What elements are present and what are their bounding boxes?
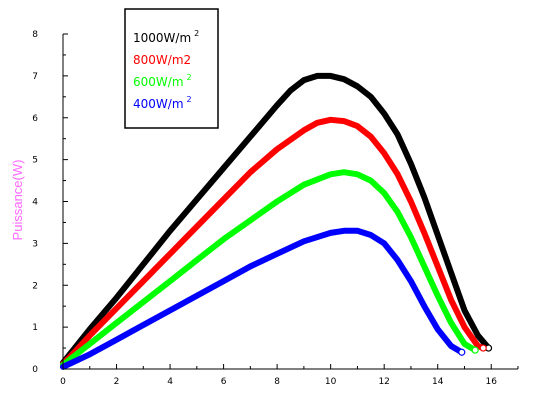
x-tick-label: 10 (325, 377, 337, 387)
legend-entry-label: 600W/m (133, 75, 184, 89)
legend-box (124, 8, 219, 129)
series-end-point-3 (471, 346, 479, 354)
x-tick-label: 8 (274, 377, 280, 387)
y-tick-label: 3 (32, 239, 38, 249)
series-layer (60, 72, 493, 370)
series-line-3 (60, 169, 479, 368)
x-tick-label: 12 (378, 377, 389, 387)
series-line-4 (60, 227, 465, 370)
x-tick-label: 4 (167, 377, 173, 387)
y-tick-label: 5 (32, 156, 38, 166)
legend-entry-label: 800W/m2 (133, 53, 191, 67)
x-tick-label: 16 (486, 377, 498, 387)
y-tick-label: 2 (32, 281, 38, 291)
series-line-2 (60, 116, 487, 367)
y-tick-label: 6 (32, 114, 38, 124)
legend-entry-superscript: 2 (187, 73, 192, 82)
series-line-1 (60, 72, 492, 366)
y-tick-label: 7 (32, 72, 38, 82)
y-axis-label: Puissance(W) (10, 160, 25, 241)
x-tick-label: 2 (114, 377, 120, 387)
y-tick-label: 4 (32, 198, 38, 208)
series-end-point-2 (479, 344, 487, 352)
legend-entry-label: 400W/m (133, 97, 184, 111)
legend-entry-superscript: 2 (194, 29, 199, 38)
legend-entry-label: 1000W/m (133, 31, 191, 45)
y-tick-label: 0 (32, 365, 38, 375)
legend-entry-2: 800W/m2 (133, 53, 191, 67)
x-tick-label: 14 (432, 377, 444, 387)
legend-entry-superscript: 2 (187, 95, 192, 104)
y-tick-label: 8 (32, 30, 38, 40)
legend-entry-3: 600W/m 2 (133, 73, 192, 89)
y-tick-label: 1 (32, 323, 38, 333)
legend-entry-1: 1000W/m 2 (133, 29, 199, 45)
series-end-point-4 (458, 348, 466, 356)
x-tick-label: 0 (60, 377, 66, 387)
legend-entry-4: 400W/m 2 (133, 95, 192, 111)
x-tick-label: 6 (221, 377, 227, 387)
